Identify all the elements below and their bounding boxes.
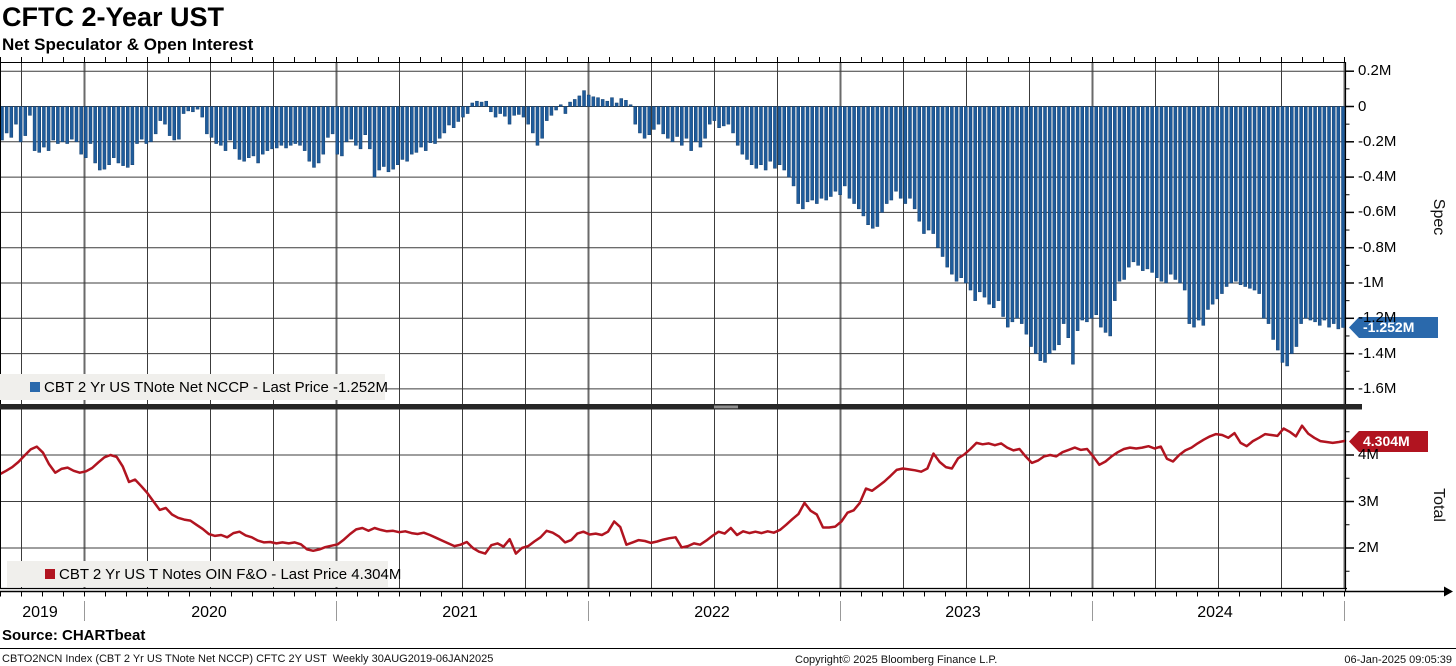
x-year-label: 2024 (1197, 604, 1233, 621)
footer-divider (0, 648, 1456, 649)
panel-separator-grip[interactable] (714, 405, 738, 409)
legend-total-series[interactable]: CBT 2 Yr US T Notes OIN F&O - Last Price… (7, 561, 401, 587)
y-tick-label: -0.8M (1358, 238, 1397, 256)
y-tick-label: -0.6M (1358, 203, 1397, 221)
y-tick-label: -1.2M (1358, 309, 1397, 327)
spec-last-price-badge: -1.252M (1349, 317, 1438, 338)
y-tick-label: 4M (1358, 446, 1379, 463)
spec-series-swatch-icon (30, 382, 40, 392)
total-open-interest-line (0, 424, 1347, 555)
y-tick-label: 2M (1358, 539, 1379, 556)
footer-copyright: Copyright© 2025 Bloomberg Finance L.P. (795, 654, 998, 666)
y-tick-label: -1.6M (1358, 379, 1397, 397)
legend-spec-label: CBT 2 Yr US TNote Net NCCP - Last Price … (44, 378, 389, 396)
panel-separator (0, 404, 1362, 410)
x-axis-arrow-icon (1444, 586, 1453, 597)
tick-marks (0, 57, 1354, 621)
y-tick-label: -1M (1358, 274, 1384, 291)
spec-axis-title: Spec (1430, 198, 1448, 236)
page-subtitle: Net Speculator & Open Interest (2, 35, 254, 54)
page-title: CFTC 2-Year UST (2, 2, 225, 32)
spec-net-position-bars (0, 90, 1345, 367)
x-year-label: 2023 (945, 604, 981, 621)
y-tick-label: 0 (1358, 97, 1367, 115)
total-axis-title: Total (1429, 488, 1447, 522)
total-series-swatch-icon (45, 569, 55, 579)
x-year-label: 2019 (22, 604, 58, 621)
x-year-label: 2021 (442, 604, 478, 621)
y-tick-label: -0.4M (1358, 168, 1397, 186)
footer-datetime: 06-Jan-2025 09:05:39 (1344, 654, 1452, 666)
total-last-price-badge: 4.304M (1349, 431, 1428, 452)
y-tick-label: 3M (1358, 492, 1379, 510)
footer-ticker-info: CBTO2NCN Index (CBT 2 Yr US TNote Net NC… (2, 653, 494, 665)
x-year-label: 2020 (191, 604, 227, 621)
axes-borders (0, 62, 1453, 597)
source-note: Source: CHARTbeat (2, 627, 146, 644)
legend-total-label: CBT 2 Yr US T Notes OIN F&O - Last Price… (59, 565, 402, 583)
x-year-label: 2022 (694, 604, 730, 621)
y-tick-label: -1.4M (1358, 344, 1397, 362)
legend-spec-series[interactable]: CBT 2 Yr US TNote Net NCCP - Last Price … (0, 374, 389, 400)
y-tick-label: -0.2M (1358, 132, 1397, 150)
y-tick-label: 0.2M (1358, 62, 1392, 80)
